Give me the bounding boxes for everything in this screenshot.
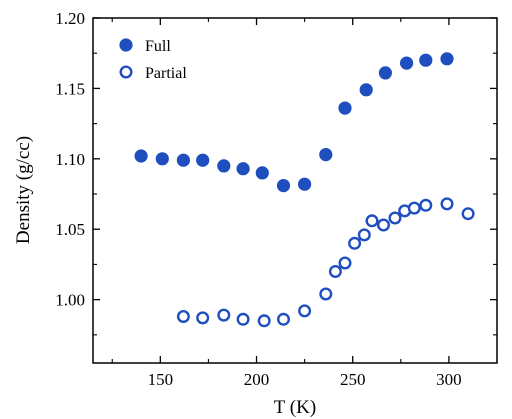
data-point-partial xyxy=(328,265,342,279)
data-point-partial xyxy=(440,197,454,211)
y-tick-label: 1.20 xyxy=(55,9,85,28)
data-point-full xyxy=(176,153,190,167)
legend: Full Partial xyxy=(119,38,187,82)
x-axis-title: T (K) xyxy=(274,397,316,418)
data-points xyxy=(134,52,475,328)
data-point-partial xyxy=(377,218,391,232)
data-point-partial xyxy=(196,311,210,325)
data-point-full xyxy=(378,66,392,80)
x-tick-label: 150 xyxy=(148,370,174,389)
data-point-partial xyxy=(319,287,333,301)
data-point-full xyxy=(155,152,169,166)
y-tick-label: 1.15 xyxy=(55,79,85,98)
x-tick-label: 250 xyxy=(340,370,366,389)
legend-label-partial: Partial xyxy=(145,65,187,82)
data-point-full xyxy=(338,101,352,115)
data-point-full xyxy=(297,177,312,191)
x-tick-label: 300 xyxy=(436,370,462,389)
data-point-partial xyxy=(357,228,371,242)
data-point-full xyxy=(440,52,454,66)
legend-marker-full xyxy=(119,38,133,52)
data-point-partial xyxy=(407,201,421,215)
data-point-partial xyxy=(298,304,312,318)
data-point-partial xyxy=(277,312,291,326)
legend-marker-partial xyxy=(119,65,133,79)
y-tick-label: 1.05 xyxy=(55,220,85,239)
data-point-partial xyxy=(338,256,352,270)
y-tick-label: 1.10 xyxy=(55,150,85,169)
data-point-partial xyxy=(419,198,433,212)
data-point-full xyxy=(399,56,414,70)
data-point-partial xyxy=(388,211,402,225)
data-point-full xyxy=(359,83,373,97)
data-point-partial xyxy=(236,312,250,326)
axis-ticks: 150 200 250 300 1.00 1.05 1.10 1.15 1.20 xyxy=(55,9,498,389)
data-point-partial xyxy=(176,310,190,324)
data-point-full xyxy=(276,179,291,193)
data-point-full xyxy=(255,166,269,180)
data-point-partial xyxy=(217,308,231,322)
data-point-partial xyxy=(257,314,271,328)
data-point-full xyxy=(134,149,148,163)
legend-label-full: Full xyxy=(145,38,171,55)
data-point-full xyxy=(419,53,433,67)
data-point-full xyxy=(196,153,210,167)
data-point-partial xyxy=(365,214,379,228)
data-point-partial xyxy=(348,236,362,250)
data-point-partial xyxy=(461,207,475,221)
plot-border xyxy=(92,17,498,364)
data-point-full xyxy=(319,148,333,162)
x-tick-label: 200 xyxy=(244,370,270,389)
plot-frame xyxy=(92,17,498,364)
data-point-full xyxy=(217,159,231,173)
y-tick-label: 1.00 xyxy=(55,291,85,310)
data-point-full xyxy=(236,162,250,176)
y-axis-title: Density (g/cc) xyxy=(13,136,34,244)
